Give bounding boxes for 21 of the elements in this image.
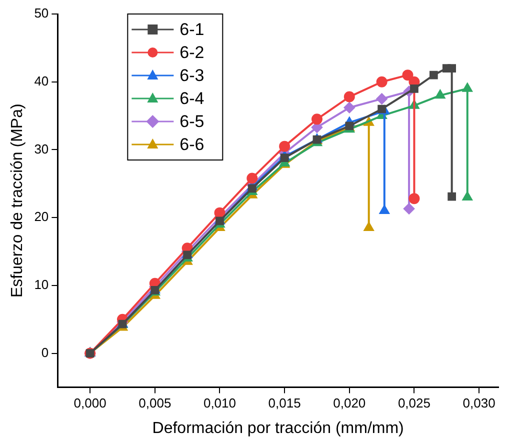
- legend-label: 6-3: [180, 66, 204, 86]
- y-tick-label: 10: [34, 276, 49, 292]
- legend-label: 6-5: [180, 112, 204, 132]
- x-tick-label: 0,005: [138, 396, 172, 411]
- legend-label: 6-6: [180, 135, 204, 154]
- x-tick-label: 0,025: [398, 396, 430, 411]
- x-tick-label: 0,020: [333, 396, 366, 411]
- y-tick-label: 30: [34, 141, 49, 156]
- legend-label: 6-4: [180, 89, 204, 108]
- x-tick-label: 0,030: [462, 396, 496, 411]
- x-tick-label: 0,010: [203, 396, 236, 411]
- y-axis-title: Esfuerzo de tracción (MPa): [9, 104, 26, 298]
- y-tick-label: 0: [41, 344, 49, 360]
- y-tick-label: 20: [34, 209, 49, 224]
- y-tick-label: 40: [34, 73, 49, 88]
- x-axis-title: Deformación por tracción (mm/mm): [152, 420, 404, 437]
- x-tick-label: 0,015: [268, 396, 301, 411]
- legend-label: 6-1: [180, 20, 204, 40]
- legend-label: 6-2: [180, 43, 204, 62]
- x-tick-label: 0,000: [74, 396, 106, 411]
- y-tick-label: 50: [34, 6, 49, 21]
